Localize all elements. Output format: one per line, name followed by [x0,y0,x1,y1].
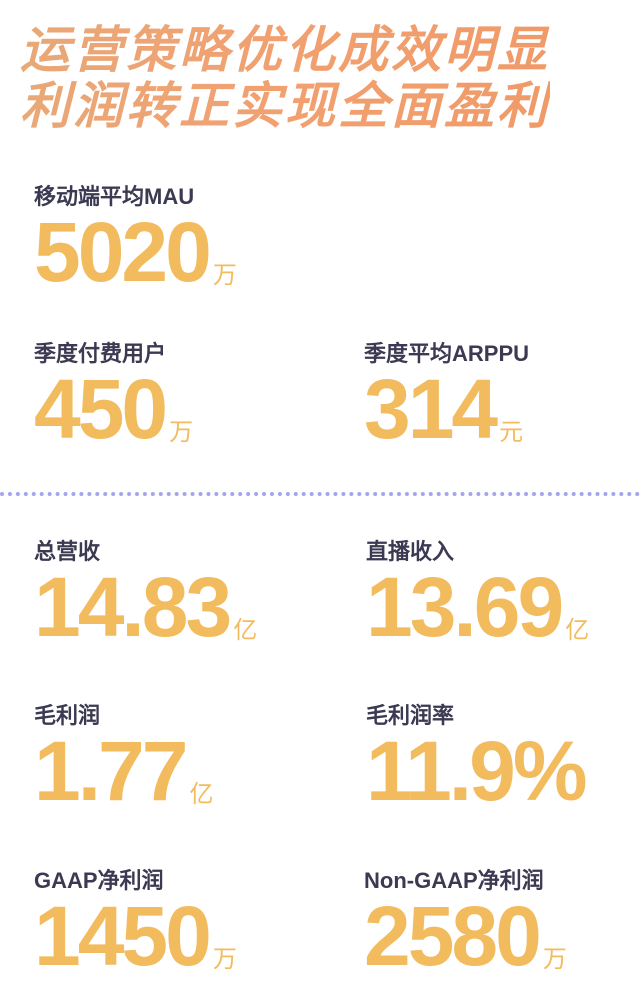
stat-label: 直播收入 [366,539,455,564]
stat-value: 13.69 [366,560,564,654]
stat-label: 毛利润率 [366,703,455,728]
stat-label: 季度付费用户 [34,341,167,366]
stat-unit: 万 [212,262,237,289]
stat-value: 1450 [34,889,212,983]
stat-value: 2580 [364,889,542,983]
stat-label: GAAP净利润 [34,868,164,893]
stat-unit: 亿 [189,781,214,808]
stat-mau: 移动端平均MAU 5020 万 [34,184,237,299]
stat-value: 314 [364,362,498,456]
stat-label: 移动端平均MAU [34,184,195,209]
stat-arppu: 季度平均ARPPU 314 元 [364,341,530,456]
stat-value: 11.9% [366,724,588,818]
stat-label: 毛利润 [34,703,101,728]
stat-gross-margin: 毛利润率 11.9% [366,703,589,818]
stat-unit: 万 [212,946,237,973]
stat-value: 14.83 [34,560,232,654]
headline-line-1: 运营策略优化成效明显 [20,22,550,78]
stat-value: 1.77 [34,724,188,818]
stat-unit: 亿 [565,617,590,644]
stat-value: 450 [34,362,168,456]
stat-total-revenue: 总营收 14.83 亿 [34,539,258,654]
stat-unit: 万 [169,419,194,446]
stat-gaap-net-profit: GAAP净利润 1450 万 [34,868,237,983]
stat-label: Non-GAAP净利润 [364,868,544,893]
stat-label: 季度平均ARPPU [364,341,530,366]
stat-unit: 亿 [233,617,258,644]
headline-line-2: 利润转正实现全面盈利 [20,78,550,134]
stat-unit: 元 [499,419,524,446]
stat-unit: 万 [542,946,567,973]
stat-label: 总营收 [34,539,101,564]
stat-gross-profit: 毛利润 1.77 亿 [34,703,214,818]
stat-value: 5020 [34,205,212,299]
stat-non-gaap-net-profit: Non-GAAP净利润 2580 万 [364,868,567,983]
stat-paying-users: 季度付费用户 450 万 [34,341,194,456]
dotted-divider [0,492,640,496]
stat-live-revenue: 直播收入 13.69 亿 [366,539,590,654]
